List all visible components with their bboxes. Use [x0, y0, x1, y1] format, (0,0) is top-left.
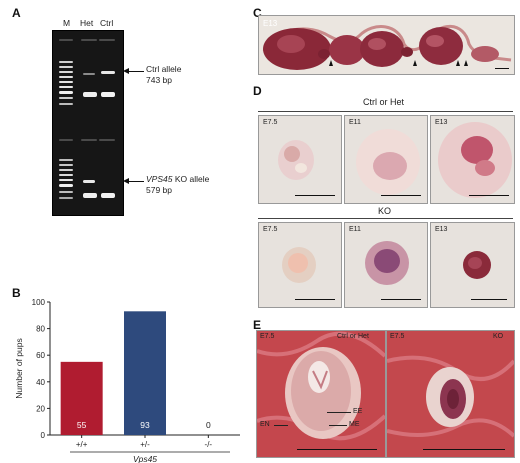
- e13-uterus-photo: E13: [258, 15, 515, 75]
- y-tick-label: 40: [36, 378, 45, 387]
- d-ctrl-e13-photo: E13: [430, 115, 515, 204]
- e-ko-group: KO: [493, 333, 504, 340]
- ko-allele-label: VPS45 KO allele: [146, 174, 210, 184]
- d-ctrl-stage-3: E13: [435, 119, 448, 126]
- panel-a-letter: A: [12, 6, 21, 20]
- bar-value-label: 0: [206, 420, 211, 430]
- scale-bar: [469, 195, 509, 196]
- panel-d-letter: D: [253, 84, 262, 98]
- panel-e-letter: E: [253, 318, 262, 332]
- gel-image: [52, 30, 124, 216]
- d-ko-stage-3: E13: [435, 226, 448, 233]
- d-ko-e13-photo: E13: [430, 222, 515, 308]
- bar: [60, 361, 103, 435]
- y-axis-label: Number of pups: [14, 338, 24, 398]
- d-ko-stage-2: E11: [349, 226, 361, 233]
- bar-chart: 0 20 40 60 80 100 Number of pups 55 +/+ 93 +/- 0 -/-…: [14, 298, 240, 463]
- e-ctrl-histology-photo: E7.5 Ctrl or Het EE ME EN: [256, 330, 386, 458]
- d-ctrl-stage-1: E7.5: [263, 119, 278, 126]
- lane-label-m: M: [63, 18, 71, 28]
- e-ctrl-group: Ctrl or Het: [337, 333, 369, 340]
- scale-bar: [423, 449, 505, 450]
- ctrl-allele-arrow-icon: [123, 68, 129, 74]
- x-tick-label: +/-: [140, 440, 150, 449]
- c-stage-label: E13: [263, 19, 278, 28]
- resorbed-marker-icon: [464, 60, 468, 66]
- e-label-me: ME: [349, 421, 360, 428]
- e-ko-stage: E7.5: [390, 333, 405, 340]
- y-tick-label: 80: [36, 325, 45, 334]
- scale-bar: [381, 195, 421, 196]
- d-ctrl-e7-5-photo: E7.5: [258, 115, 342, 204]
- lane-label-ctrl: Ctrl: [100, 18, 114, 28]
- e-ko-histology-photo: E7.5 KO: [386, 330, 515, 458]
- resorbed-marker-icon: [456, 60, 460, 66]
- y-tick-label: 100: [32, 298, 46, 307]
- d-ctrl-stage-2: E11: [349, 119, 361, 126]
- bar-value-label: 55: [77, 420, 87, 430]
- d-ko-header: KO: [378, 206, 392, 216]
- e-label-en: EN: [260, 421, 270, 428]
- e-ctrl-stage: E7.5: [260, 333, 275, 340]
- d-ko-stage-1: E7.5: [263, 226, 278, 233]
- bar-value-label: 93: [140, 420, 150, 430]
- scale-bar: [381, 299, 421, 300]
- e-label-ee: EE: [353, 408, 363, 415]
- resorbed-marker-icon: [329, 60, 333, 66]
- ko-allele-arrow-icon: [123, 178, 129, 184]
- d-ko-e11-photo: E11: [344, 222, 428, 308]
- scale-bar: [297, 449, 377, 450]
- ctrl-allele-size: 743 bp: [146, 75, 172, 85]
- y-tick-label: 60: [36, 351, 45, 360]
- scale-bar: [471, 299, 507, 300]
- x-axis-label: Vps45: [133, 454, 157, 463]
- ko-allele-size: 579 bp: [146, 185, 172, 195]
- d-ctrl-e11-photo: E11: [344, 115, 428, 204]
- ctrl-allele-label: Ctrl allele: [146, 64, 182, 74]
- scale-bar: [295, 195, 335, 196]
- bar: [124, 311, 166, 435]
- d-ctrl-header: Ctrl or Het: [363, 97, 405, 107]
- resorbed-marker-icon: [413, 60, 417, 66]
- x-tick-label: +/+: [76, 440, 88, 449]
- d-ko-e7-5-photo: E7.5: [258, 222, 342, 308]
- panel-c-letter: C: [253, 6, 262, 20]
- scale-bar: [295, 299, 335, 300]
- x-tick-label: -/-: [205, 440, 213, 449]
- lane-label-het: Het: [80, 18, 94, 28]
- y-tick-label: 0: [41, 431, 46, 440]
- y-tick-label: 20: [36, 404, 45, 413]
- scale-bar: [495, 68, 509, 69]
- panel-b-letter: B: [12, 286, 21, 300]
